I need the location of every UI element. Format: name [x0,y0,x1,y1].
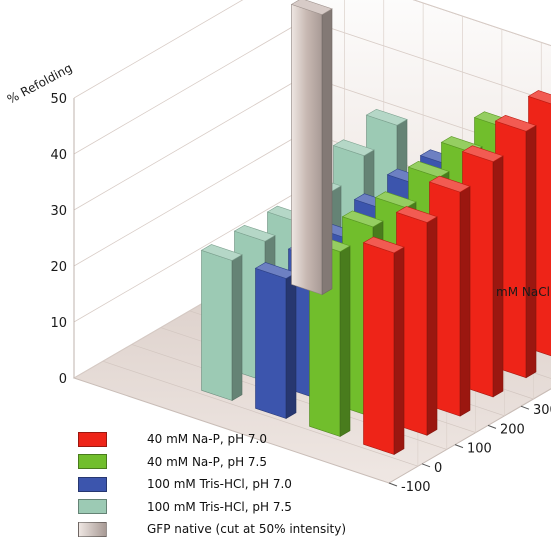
y-tick-label: 0 [59,372,67,387]
legend-swatch-blue [78,476,107,492]
legend-swatch-red [78,431,107,447]
y-tick-label: 50 [50,92,67,107]
legend-label: GFP native (cut at 50% intensity) [147,522,347,537]
legend-label: 100 mM Tris-HCl, pH 7.5 [147,499,292,514]
z-tick-mark [388,482,398,487]
y-tick-label: 30 [50,204,67,219]
legend-item: GFP native (cut at 50% intensity) [78,518,498,541]
z-tick-mark [421,463,431,468]
bar-red [362,236,405,456]
y-tick-label: 10 [50,316,67,331]
bar-teal [200,244,243,402]
z-tick-label: -100 [401,480,431,495]
y-tick-label: 20 [50,260,67,275]
legend-label: 40 mM Na-P, pH 7.0 [147,432,268,447]
legend-label: 40 mM Na-P, pH 7.5 [147,454,268,469]
z-axis-title: mM NaCl [496,285,550,299]
gridline [73,0,551,99]
z-tick-label: 200 [500,422,525,437]
legend-item: 40 mM Na-P, pH 7.5 [78,451,498,474]
legend-swatch-green [78,454,107,470]
z-tick-mark [487,424,497,429]
legend: 40 mM Na-P, pH 7.0 40 mM Na-P, pH 7.5 10… [78,428,498,541]
legend-item: 100 mM Tris-HCl, pH 7.5 [78,496,498,519]
z-tick-mark [454,444,464,449]
z-tick-mark [520,405,530,410]
legend-item: 40 mM Na-P, pH 7.0 [78,428,498,451]
legend-item: 100 mM Tris-HCl, pH 7.0 [78,473,498,496]
z-tick-label: 300 [533,403,551,418]
gridline [102,360,418,467]
z-tick-label: 0 [434,461,442,476]
chart-bars [200,0,551,456]
z-tick-label: 100 [467,442,492,457]
legend-swatch-teal [78,499,107,515]
legend-swatch-gfp [78,521,107,537]
bar-blue [254,262,297,420]
bar-gfp-native [290,0,333,296]
legend-label: 100 mM Tris-HCl, pH 7.0 [147,477,292,492]
y-tick-label: 40 [50,148,67,163]
